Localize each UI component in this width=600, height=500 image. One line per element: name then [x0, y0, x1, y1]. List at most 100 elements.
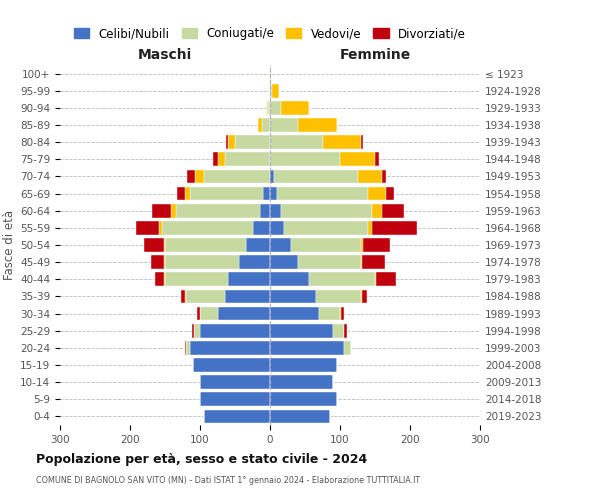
Bar — [382, 170, 386, 183]
Bar — [200, 324, 270, 338]
Bar — [341, 306, 344, 320]
Bar — [262, 118, 270, 132]
Bar — [197, 306, 200, 320]
Bar — [155, 272, 164, 286]
Bar — [371, 204, 382, 218]
Bar — [291, 238, 361, 252]
Bar — [343, 341, 350, 354]
Bar — [308, 272, 375, 286]
Bar — [260, 204, 270, 218]
Bar — [266, 101, 268, 114]
Bar — [270, 152, 340, 166]
Bar — [274, 170, 358, 183]
Bar — [194, 324, 200, 338]
Bar — [376, 272, 396, 286]
Bar — [181, 290, 185, 304]
Bar — [164, 272, 165, 286]
Bar — [224, 290, 270, 304]
Bar — [203, 410, 270, 424]
Bar — [333, 324, 343, 338]
Bar — [152, 204, 172, 218]
Bar — [144, 238, 164, 252]
Bar — [253, 221, 270, 234]
Bar — [176, 204, 260, 218]
Bar — [270, 290, 316, 304]
Bar — [270, 118, 298, 132]
Bar — [368, 221, 371, 234]
Bar — [165, 256, 239, 269]
Bar — [158, 221, 161, 234]
Bar — [185, 186, 190, 200]
Bar — [323, 136, 361, 149]
Bar — [270, 272, 308, 286]
Bar — [186, 290, 224, 304]
Bar — [319, 306, 340, 320]
Bar — [350, 341, 351, 354]
Bar — [270, 101, 281, 114]
Bar — [193, 358, 270, 372]
Bar — [164, 256, 165, 269]
Bar — [200, 376, 270, 389]
Bar — [165, 272, 228, 286]
Bar — [270, 306, 319, 320]
Bar — [228, 272, 270, 286]
Bar — [284, 221, 368, 234]
Bar — [200, 392, 270, 406]
Bar — [195, 170, 203, 183]
Bar — [270, 410, 329, 424]
Bar — [281, 101, 308, 114]
Bar — [362, 290, 367, 304]
Bar — [298, 256, 361, 269]
Bar — [270, 256, 298, 269]
Bar — [343, 324, 344, 338]
Bar — [190, 341, 270, 354]
Bar — [361, 238, 363, 252]
Bar — [361, 290, 362, 304]
Text: Popolazione per età, sesso e stato civile - 2024: Popolazione per età, sesso e stato civil… — [36, 452, 367, 466]
Bar — [218, 306, 270, 320]
Bar — [361, 256, 362, 269]
Bar — [281, 204, 371, 218]
Bar — [270, 66, 271, 80]
Bar — [164, 238, 165, 252]
Bar — [340, 152, 375, 166]
Bar — [245, 238, 270, 252]
Bar — [272, 84, 279, 98]
Bar — [235, 136, 270, 149]
Bar — [270, 392, 337, 406]
Bar — [270, 341, 343, 354]
Y-axis label: Fasce di età: Fasce di età — [3, 210, 16, 280]
Bar — [270, 136, 323, 149]
Bar — [344, 324, 347, 338]
Bar — [239, 256, 270, 269]
Bar — [358, 170, 382, 183]
Bar — [185, 341, 186, 354]
Bar — [191, 324, 194, 338]
Bar — [270, 376, 333, 389]
Bar — [263, 186, 270, 200]
Text: COMUNE DI BAGNOLO SAN VITO (MN) - Dati ISTAT 1° gennaio 2024 - Elaborazione TUTT: COMUNE DI BAGNOLO SAN VITO (MN) - Dati I… — [36, 476, 420, 485]
Bar — [270, 221, 284, 234]
Bar — [200, 306, 218, 320]
Bar — [187, 170, 195, 183]
Bar — [258, 118, 262, 132]
Bar — [218, 152, 224, 166]
Bar — [186, 341, 190, 354]
Bar — [161, 221, 253, 234]
Bar — [270, 186, 277, 200]
Bar — [270, 324, 333, 338]
Bar — [371, 221, 417, 234]
Bar — [375, 272, 376, 286]
Bar — [316, 290, 361, 304]
Legend: Celibi/Nubili, Coniugati/e, Vedovi/e, Divorziati/e: Celibi/Nubili, Coniugati/e, Vedovi/e, Di… — [69, 22, 471, 44]
Bar — [270, 238, 291, 252]
Bar — [270, 204, 281, 218]
Bar — [185, 290, 186, 304]
Bar — [268, 101, 270, 114]
Bar — [165, 238, 245, 252]
Bar — [228, 136, 235, 149]
Bar — [368, 186, 386, 200]
Bar — [172, 204, 176, 218]
Bar — [224, 152, 270, 166]
Bar — [363, 238, 390, 252]
